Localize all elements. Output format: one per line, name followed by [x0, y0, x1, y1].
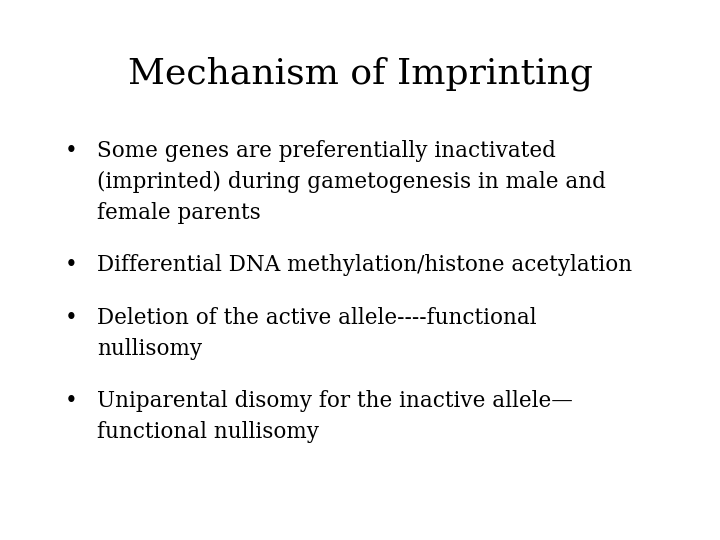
Text: Deletion of the active allele----functional: Deletion of the active allele----functio…	[97, 307, 537, 329]
Text: •: •	[65, 390, 78, 412]
Text: •: •	[65, 307, 78, 329]
Text: (imprinted) during gametogenesis in male and: (imprinted) during gametogenesis in male…	[97, 171, 606, 193]
Text: functional nullisomy: functional nullisomy	[97, 421, 319, 443]
Text: Mechanism of Imprinting: Mechanism of Imprinting	[127, 57, 593, 91]
Text: Some genes are preferentially inactivated: Some genes are preferentially inactivate…	[97, 140, 556, 163]
Text: •: •	[65, 140, 78, 163]
Text: nullisomy: nullisomy	[97, 338, 202, 360]
Text: Uniparental disomy for the inactive allele—: Uniparental disomy for the inactive alle…	[97, 390, 573, 412]
Text: Differential DNA methylation/histone acetylation: Differential DNA methylation/histone ace…	[97, 254, 632, 276]
Text: •: •	[65, 254, 78, 276]
Text: female parents: female parents	[97, 202, 261, 224]
